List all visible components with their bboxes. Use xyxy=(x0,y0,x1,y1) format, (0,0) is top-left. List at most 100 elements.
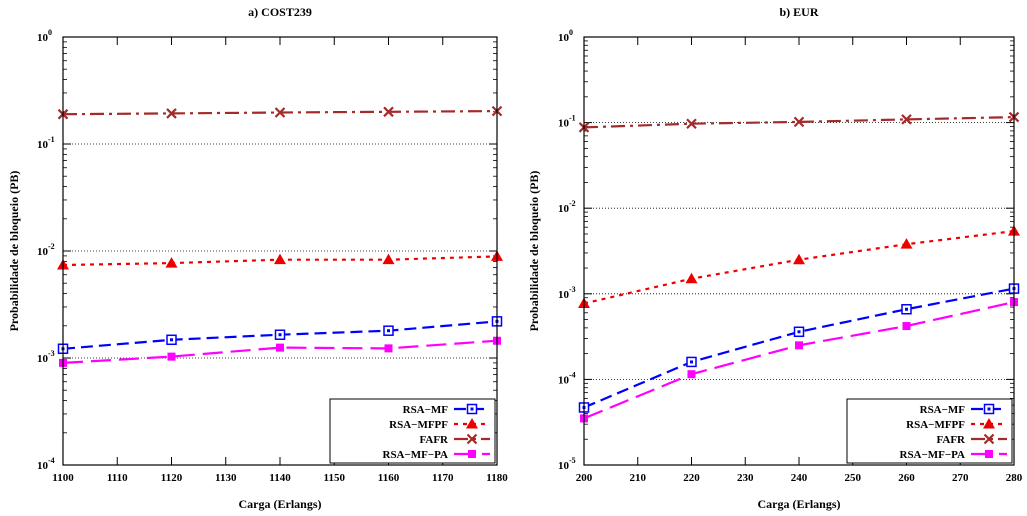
y-tick-base: 10 xyxy=(37,246,49,258)
data-point-marker-dot xyxy=(387,329,390,333)
data-point-marker-dot xyxy=(797,330,801,334)
y-tick-exponent: -3 xyxy=(569,285,576,294)
y-tick-exponent: -4 xyxy=(48,456,55,465)
y-tick-label: 100 xyxy=(37,28,52,44)
y-tick-exponent: -5 xyxy=(569,456,576,465)
data-point-marker xyxy=(382,253,395,265)
y-tick-base: 10 xyxy=(558,374,570,386)
x-tick-label: 1120 xyxy=(161,472,183,484)
data-point-marker xyxy=(686,118,697,130)
y-tick-exponent: -4 xyxy=(569,370,576,379)
y-tick-label: 10-3 xyxy=(558,285,576,301)
data-point-marker xyxy=(687,370,696,379)
x-tick-label: 230 xyxy=(737,472,754,484)
data-point-marker xyxy=(466,433,478,445)
legend-entry-label: RSA−MFPF xyxy=(906,419,965,431)
data-point-marker-dot xyxy=(905,307,908,311)
y-tick-exponent: -2 xyxy=(48,242,55,251)
legend-entry-label: RSA−MFPF xyxy=(389,419,448,431)
legend-entry-label: FAFR xyxy=(419,434,449,446)
y-tick-label: 10-3 xyxy=(37,349,55,365)
x-tick-label: 280 xyxy=(1006,472,1023,484)
x-axis-label: Carga (Erlangs) xyxy=(758,497,841,511)
y-tick-label: 10-4 xyxy=(37,456,55,472)
data-point-marker xyxy=(166,108,177,119)
data-point-marker xyxy=(983,433,995,445)
data-point-marker xyxy=(902,322,911,331)
y-tick-base: 10 xyxy=(37,460,49,472)
x-tick-label: 1150 xyxy=(324,472,346,484)
data-point-marker xyxy=(900,238,913,249)
y-tick-exponent: -3 xyxy=(48,349,55,358)
series-line xyxy=(62,339,498,364)
data-point-marker xyxy=(167,352,176,361)
y-tick-label: 100 xyxy=(558,28,573,44)
y-tick-base: 10 xyxy=(558,289,570,301)
data-point-marker xyxy=(466,418,478,429)
data-point-marker xyxy=(983,418,995,429)
y-axis-label: Probabilidade de bloqueio (PB) xyxy=(7,171,21,332)
y-tick-exponent: -1 xyxy=(569,114,576,123)
y-tick-exponent: 0 xyxy=(569,28,573,37)
y-tick-exponent: -1 xyxy=(48,135,55,144)
legend-entry-label: RSA−MF−PA xyxy=(900,449,966,461)
x-tick-label: 240 xyxy=(791,472,808,484)
data-point-marker-dot xyxy=(470,407,474,411)
x-tick-label: 220 xyxy=(683,472,700,484)
series-line xyxy=(583,116,1015,129)
y-tick-label: 10-5 xyxy=(558,456,576,472)
data-point-marker xyxy=(685,272,698,284)
plot-frame xyxy=(62,36,498,466)
y-tick-label: 10-1 xyxy=(37,135,55,151)
y-tick-base: 10 xyxy=(558,118,570,130)
x-tick-label: 1130 xyxy=(215,472,237,484)
x-tick-label: 260 xyxy=(898,472,915,484)
data-point-marker-dot xyxy=(690,360,693,364)
series-2 xyxy=(578,111,1020,133)
y-axis-label: Probabilidade de bloqueio (PB) xyxy=(527,171,541,332)
x-axis-label: Carga (Erlangs) xyxy=(239,497,322,511)
data-point-marker xyxy=(274,253,286,265)
y-tick-base: 10 xyxy=(558,460,570,472)
chart-title: b) EUR xyxy=(779,5,818,19)
legend-entry-label: RSA−MF xyxy=(403,404,449,416)
y-tick-label: 10-1 xyxy=(558,114,576,130)
x-tick-label: 1110 xyxy=(107,472,128,484)
chart-title: a) COST239 xyxy=(248,5,312,19)
y-tick-exponent: 0 xyxy=(48,28,52,37)
series-3 xyxy=(59,336,501,367)
series-2 xyxy=(57,105,503,120)
data-point-marker-dot xyxy=(987,407,991,411)
y-tick-base: 10 xyxy=(558,203,570,215)
data-point-marker xyxy=(276,343,284,352)
y-tick-label: 10-4 xyxy=(558,370,576,386)
y-tick-label: 10-2 xyxy=(37,242,55,258)
y-tick-base: 10 xyxy=(37,32,49,44)
x-tick-label: 1180 xyxy=(486,472,508,484)
y-tick-base: 10 xyxy=(37,353,49,365)
data-point-marker xyxy=(468,450,476,458)
y-tick-exponent: -2 xyxy=(569,199,576,208)
x-tick-label: 1160 xyxy=(378,472,400,484)
data-point-marker xyxy=(383,106,394,118)
data-point-marker xyxy=(384,344,393,353)
legend-box xyxy=(846,398,1013,464)
legend: RSA−MF RSA−MFPF FAFR RSA−MF−PA xyxy=(846,398,1013,464)
legend-entry-label: FAFR xyxy=(936,434,966,446)
x-tick-label: 1100 xyxy=(52,472,74,484)
x-tick-label: 1140 xyxy=(269,472,291,484)
x-tick-label: 250 xyxy=(845,472,862,484)
series-line xyxy=(583,287,1015,409)
legend-entry-label: RSA−MF−PA xyxy=(383,449,449,461)
data-point-marker xyxy=(795,341,803,350)
y-tick-base: 10 xyxy=(558,32,570,44)
data-point-marker xyxy=(901,114,912,125)
data-point-marker xyxy=(793,116,805,128)
data-point-marker xyxy=(793,253,805,265)
y-tick-base: 10 xyxy=(37,139,49,151)
series-1 xyxy=(578,225,1020,309)
x-tick-label: 270 xyxy=(952,472,969,484)
